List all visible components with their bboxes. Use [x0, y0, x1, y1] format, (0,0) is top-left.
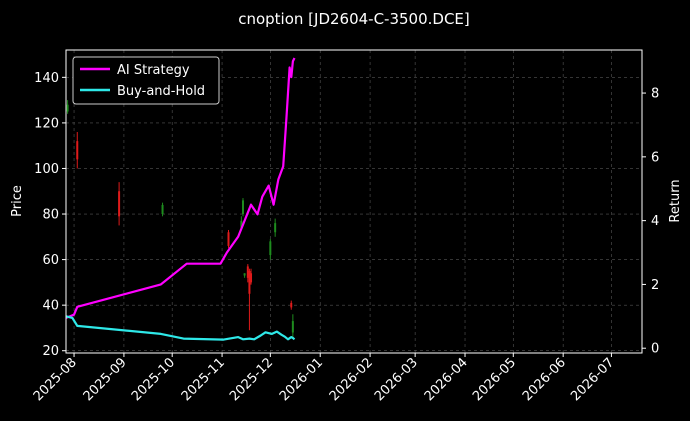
candle-body	[274, 223, 277, 233]
legend-label-buy-and-hold: Buy-and-Hold	[117, 84, 205, 99]
candle-body	[250, 273, 253, 283]
axes: 2025-08 2025-09 2025-10 2025-11 2025-12 2026-…	[31, 71, 659, 404]
candle-body	[246, 266, 249, 278]
x-tick-label: 2025-11	[179, 355, 228, 404]
x-tick-label: 2025-08	[31, 355, 80, 404]
grid	[66, 50, 642, 353]
y-axis-right-label: Return	[668, 179, 683, 222]
candle-body	[290, 302, 293, 308]
y-left-tick-label: 60	[42, 253, 59, 268]
candlesticks	[66, 100, 294, 338]
candle-body	[161, 204, 164, 215]
candle-body	[240, 220, 243, 228]
y-right-tick-label: 2	[651, 278, 659, 293]
x-tick-label: 2025-10	[129, 355, 178, 404]
y-left-tick-label: 140	[34, 71, 59, 86]
x-tick-label: 2026-04	[422, 355, 471, 404]
y-right-tick-label: 8	[651, 87, 659, 102]
x-tick-label: 2026-07	[568, 355, 617, 404]
y-axis-left-label: Price	[10, 185, 25, 217]
ai-strategy-line	[65, 57, 296, 319]
series-lines	[65, 57, 296, 341]
x-tick-label: 2026-03	[372, 355, 421, 404]
candle-body	[241, 200, 244, 215]
y-right-tick-label: 4	[651, 214, 659, 229]
y-left-tick-label: 80	[42, 208, 59, 223]
candle-body	[227, 232, 230, 246]
y-left-tick-label: 40	[42, 299, 59, 314]
x-tick-label: 2026-02	[327, 355, 376, 404]
plot-frame	[65, 49, 643, 354]
chart-title: cnoption [JD2604-C-3500.DCE]	[238, 10, 470, 28]
x-tick-label: 2026-01	[277, 355, 326, 404]
candle-body	[248, 270, 251, 294]
y-left-tick-label: 120	[34, 116, 59, 131]
y-right-tick-label: 0	[651, 342, 659, 357]
candle-body	[66, 104, 69, 112]
y-left-tick-label: 100	[34, 162, 59, 177]
x-tick-label: 2026-06	[520, 355, 569, 404]
legend-label-ai-strategy: AI Strategy	[117, 63, 190, 78]
candle-body	[269, 241, 272, 256]
y-right-tick-label: 6	[651, 150, 659, 165]
x-tick-label: 2025-09	[81, 355, 130, 404]
y-left-tick-label: 20	[42, 344, 59, 359]
buy-and-hold-line	[65, 315, 296, 341]
candle-body	[291, 321, 294, 333]
x-tick-label: 2026-05	[470, 355, 519, 404]
candle-body	[243, 273, 246, 276]
candle-body	[118, 191, 121, 217]
legend: AI Strategy Buy-and-Hold	[72, 56, 220, 105]
x-tick-label: 2025-12	[227, 355, 276, 404]
candle-body	[76, 141, 79, 160]
